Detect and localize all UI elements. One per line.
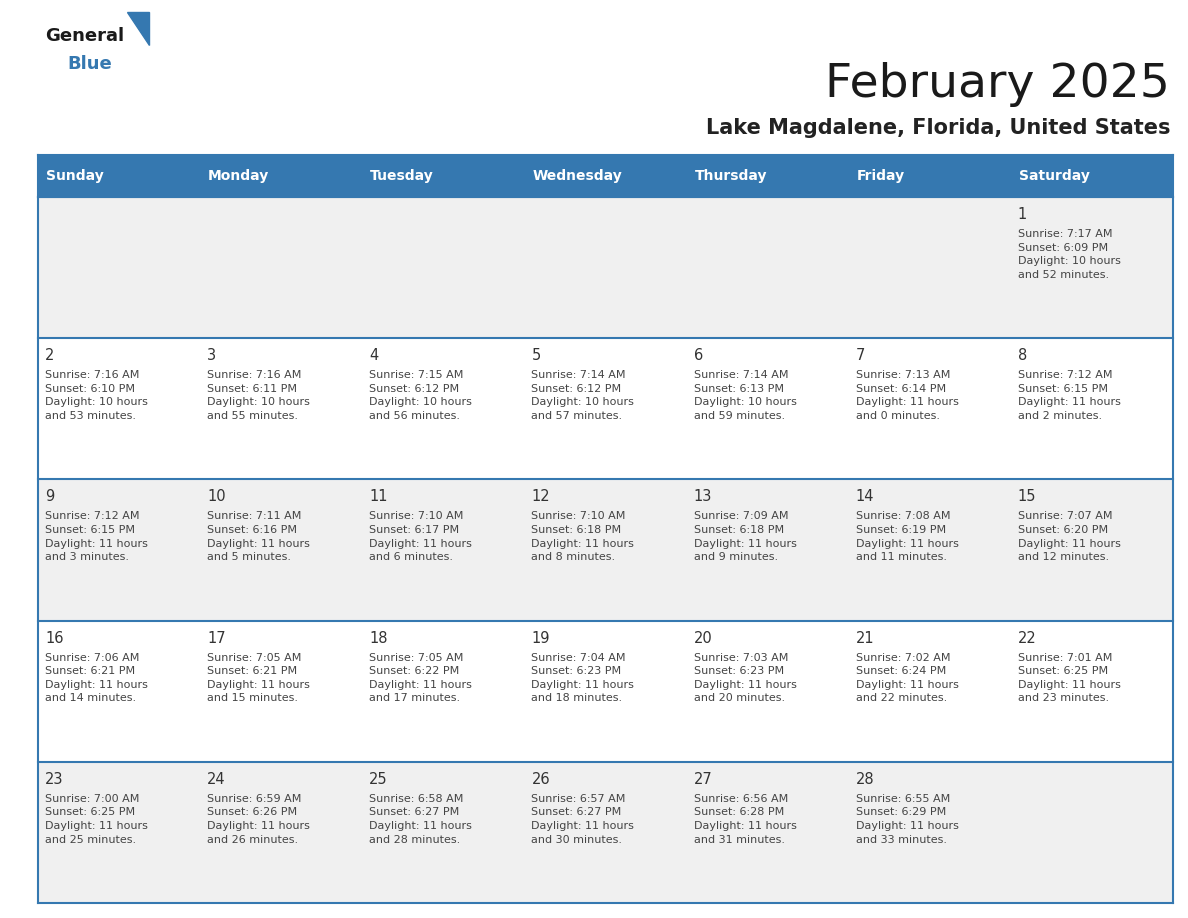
Bar — [38, 197, 1173, 338]
Text: February 2025: February 2025 — [826, 62, 1170, 107]
Bar — [38, 762, 1173, 903]
Text: Sunrise: 7:13 AM
Sunset: 6:14 PM
Daylight: 11 hours
and 0 minutes.: Sunrise: 7:13 AM Sunset: 6:14 PM Dayligh… — [855, 370, 959, 421]
Text: 15: 15 — [1018, 489, 1036, 504]
Text: 14: 14 — [855, 489, 874, 504]
Text: Sunrise: 7:16 AM
Sunset: 6:11 PM
Daylight: 10 hours
and 55 minutes.: Sunrise: 7:16 AM Sunset: 6:11 PM Dayligh… — [207, 370, 310, 421]
Text: 6: 6 — [694, 348, 703, 364]
Text: Sunrise: 7:16 AM
Sunset: 6:10 PM
Daylight: 10 hours
and 53 minutes.: Sunrise: 7:16 AM Sunset: 6:10 PM Dayligh… — [45, 370, 147, 421]
Text: Thursday: Thursday — [695, 169, 767, 183]
Text: Sunrise: 7:12 AM
Sunset: 6:15 PM
Daylight: 11 hours
and 2 minutes.: Sunrise: 7:12 AM Sunset: 6:15 PM Dayligh… — [1018, 370, 1120, 421]
Text: 10: 10 — [207, 489, 226, 504]
Text: Sunrise: 7:17 AM
Sunset: 6:09 PM
Daylight: 10 hours
and 52 minutes.: Sunrise: 7:17 AM Sunset: 6:09 PM Dayligh… — [1018, 229, 1120, 280]
Text: Monday: Monday — [208, 169, 270, 183]
Text: Sunrise: 7:09 AM
Sunset: 6:18 PM
Daylight: 11 hours
and 9 minutes.: Sunrise: 7:09 AM Sunset: 6:18 PM Dayligh… — [694, 511, 796, 562]
Text: 19: 19 — [531, 631, 550, 645]
Text: 7: 7 — [855, 348, 865, 364]
Text: 3: 3 — [207, 348, 216, 364]
Text: 8: 8 — [1018, 348, 1028, 364]
Text: Sunrise: 7:10 AM
Sunset: 6:17 PM
Daylight: 11 hours
and 6 minutes.: Sunrise: 7:10 AM Sunset: 6:17 PM Dayligh… — [369, 511, 472, 562]
Text: Friday: Friday — [857, 169, 905, 183]
Text: 21: 21 — [855, 631, 874, 645]
Text: 27: 27 — [694, 772, 713, 787]
Text: Lake Magdalene, Florida, United States: Lake Magdalene, Florida, United States — [706, 118, 1170, 138]
Text: 5: 5 — [531, 348, 541, 364]
Bar — [38, 338, 1173, 479]
Text: 2: 2 — [45, 348, 55, 364]
Text: Sunrise: 7:11 AM
Sunset: 6:16 PM
Daylight: 11 hours
and 5 minutes.: Sunrise: 7:11 AM Sunset: 6:16 PM Dayligh… — [207, 511, 310, 562]
Text: 24: 24 — [207, 772, 226, 787]
Text: Sunrise: 6:57 AM
Sunset: 6:27 PM
Daylight: 11 hours
and 30 minutes.: Sunrise: 6:57 AM Sunset: 6:27 PM Dayligh… — [531, 794, 634, 845]
Text: Sunrise: 7:14 AM
Sunset: 6:13 PM
Daylight: 10 hours
and 59 minutes.: Sunrise: 7:14 AM Sunset: 6:13 PM Dayligh… — [694, 370, 796, 421]
Text: Sunrise: 7:14 AM
Sunset: 6:12 PM
Daylight: 10 hours
and 57 minutes.: Sunrise: 7:14 AM Sunset: 6:12 PM Dayligh… — [531, 370, 634, 421]
Text: Sunrise: 7:12 AM
Sunset: 6:15 PM
Daylight: 11 hours
and 3 minutes.: Sunrise: 7:12 AM Sunset: 6:15 PM Dayligh… — [45, 511, 147, 562]
Text: Sunrise: 6:56 AM
Sunset: 6:28 PM
Daylight: 11 hours
and 31 minutes.: Sunrise: 6:56 AM Sunset: 6:28 PM Dayligh… — [694, 794, 796, 845]
Text: 25: 25 — [369, 772, 388, 787]
Text: Sunrise: 7:05 AM
Sunset: 6:22 PM
Daylight: 11 hours
and 17 minutes.: Sunrise: 7:05 AM Sunset: 6:22 PM Dayligh… — [369, 653, 472, 703]
Text: 9: 9 — [45, 489, 55, 504]
Text: Sunrise: 7:01 AM
Sunset: 6:25 PM
Daylight: 11 hours
and 23 minutes.: Sunrise: 7:01 AM Sunset: 6:25 PM Dayligh… — [1018, 653, 1120, 703]
Text: 23: 23 — [45, 772, 63, 787]
Text: Sunrise: 7:08 AM
Sunset: 6:19 PM
Daylight: 11 hours
and 11 minutes.: Sunrise: 7:08 AM Sunset: 6:19 PM Dayligh… — [855, 511, 959, 562]
Text: Sunrise: 7:02 AM
Sunset: 6:24 PM
Daylight: 11 hours
and 22 minutes.: Sunrise: 7:02 AM Sunset: 6:24 PM Dayligh… — [855, 653, 959, 703]
Text: 28: 28 — [855, 772, 874, 787]
Text: 17: 17 — [207, 631, 226, 645]
Text: 1: 1 — [1018, 207, 1028, 222]
Text: Sunrise: 7:07 AM
Sunset: 6:20 PM
Daylight: 11 hours
and 12 minutes.: Sunrise: 7:07 AM Sunset: 6:20 PM Dayligh… — [1018, 511, 1120, 562]
Text: General: General — [45, 27, 124, 45]
Text: 4: 4 — [369, 348, 379, 364]
Text: Sunrise: 7:05 AM
Sunset: 6:21 PM
Daylight: 11 hours
and 15 minutes.: Sunrise: 7:05 AM Sunset: 6:21 PM Dayligh… — [207, 653, 310, 703]
Text: Sunrise: 6:55 AM
Sunset: 6:29 PM
Daylight: 11 hours
and 33 minutes.: Sunrise: 6:55 AM Sunset: 6:29 PM Dayligh… — [855, 794, 959, 845]
Text: Tuesday: Tuesday — [371, 169, 434, 183]
Text: Sunday: Sunday — [46, 169, 103, 183]
Text: Sunrise: 6:59 AM
Sunset: 6:26 PM
Daylight: 11 hours
and 26 minutes.: Sunrise: 6:59 AM Sunset: 6:26 PM Dayligh… — [207, 794, 310, 845]
Text: 26: 26 — [531, 772, 550, 787]
Text: 20: 20 — [694, 631, 713, 645]
Bar — [38, 155, 1173, 197]
Text: Sunrise: 7:00 AM
Sunset: 6:25 PM
Daylight: 11 hours
and 25 minutes.: Sunrise: 7:00 AM Sunset: 6:25 PM Dayligh… — [45, 794, 147, 845]
Text: 13: 13 — [694, 489, 712, 504]
Text: Saturday: Saturday — [1019, 169, 1089, 183]
Text: 22: 22 — [1018, 631, 1037, 645]
Bar — [38, 621, 1173, 762]
Text: Wednesday: Wednesday — [532, 169, 623, 183]
Text: 12: 12 — [531, 489, 550, 504]
Text: 18: 18 — [369, 631, 387, 645]
Text: Sunrise: 7:15 AM
Sunset: 6:12 PM
Daylight: 10 hours
and 56 minutes.: Sunrise: 7:15 AM Sunset: 6:12 PM Dayligh… — [369, 370, 472, 421]
Text: Blue: Blue — [67, 55, 112, 73]
Text: 11: 11 — [369, 489, 387, 504]
Text: Sunrise: 7:04 AM
Sunset: 6:23 PM
Daylight: 11 hours
and 18 minutes.: Sunrise: 7:04 AM Sunset: 6:23 PM Dayligh… — [531, 653, 634, 703]
Text: Sunrise: 6:58 AM
Sunset: 6:27 PM
Daylight: 11 hours
and 28 minutes.: Sunrise: 6:58 AM Sunset: 6:27 PM Dayligh… — [369, 794, 472, 845]
Bar — [38, 479, 1173, 621]
Text: Sunrise: 7:03 AM
Sunset: 6:23 PM
Daylight: 11 hours
and 20 minutes.: Sunrise: 7:03 AM Sunset: 6:23 PM Dayligh… — [694, 653, 796, 703]
Polygon shape — [127, 12, 148, 45]
Text: Sunrise: 7:10 AM
Sunset: 6:18 PM
Daylight: 11 hours
and 8 minutes.: Sunrise: 7:10 AM Sunset: 6:18 PM Dayligh… — [531, 511, 634, 562]
Text: Sunrise: 7:06 AM
Sunset: 6:21 PM
Daylight: 11 hours
and 14 minutes.: Sunrise: 7:06 AM Sunset: 6:21 PM Dayligh… — [45, 653, 147, 703]
Text: 16: 16 — [45, 631, 63, 645]
